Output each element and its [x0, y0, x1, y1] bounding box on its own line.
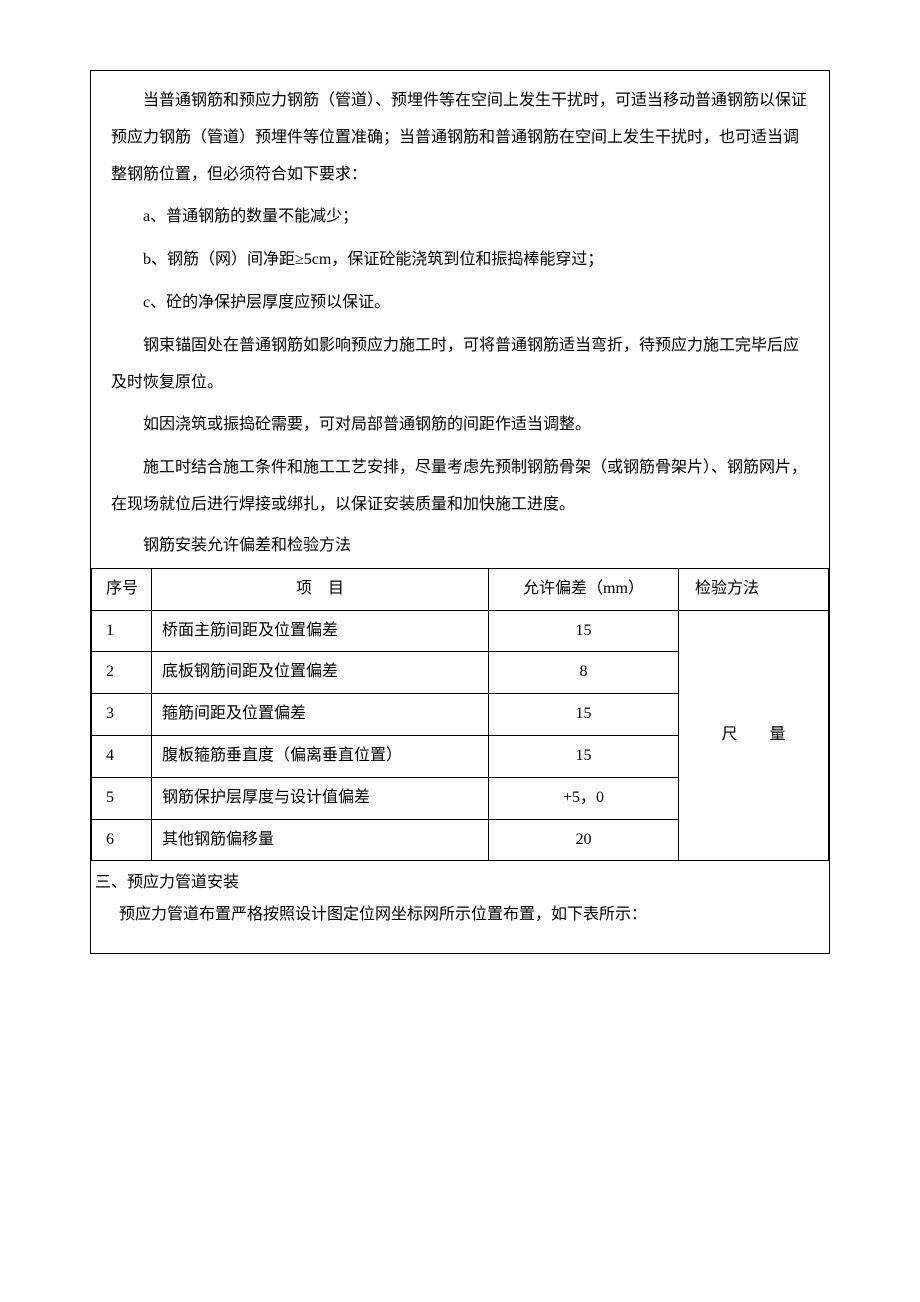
cell-seq: 1 [92, 610, 152, 652]
cell-deviation: 15 [489, 735, 679, 777]
cell-deviation: 20 [489, 819, 679, 861]
cell-method-merged: 尺 量 [679, 610, 829, 861]
header-seq: 序号 [92, 568, 152, 610]
cell-item: 钢筋保护层厚度与设计值偏差 [152, 777, 489, 819]
paragraph-1: 当普通钢筋和预应力钢筋（管道）、预埋件等在空间上发生干扰时，可适当移动普通钢筋以… [111, 83, 809, 193]
cell-item: 底板钢筋间距及位置偏差 [152, 652, 489, 694]
item-b: b、钢筋（网）间净距≥5cm，保证砼能浇筑到位和振捣棒能穿过； [111, 242, 809, 279]
cell-seq: 6 [92, 819, 152, 861]
content-area: 当普通钢筋和预应力钢筋（管道）、预埋件等在空间上发生干扰时，可适当移动普通钢筋以… [91, 83, 829, 562]
cell-seq: 4 [92, 735, 152, 777]
paragraph-2: 钢束锚固处在普通钢筋如影响预应力施工时，可将普通钢筋适当弯折，待预应力施工完毕后… [111, 328, 809, 402]
cell-seq: 3 [92, 694, 152, 736]
item-c: c、砼的净保护层厚度应预以保证。 [111, 285, 809, 322]
cell-item: 箍筋间距及位置偏差 [152, 694, 489, 736]
section-3-text: 预应力管道布置严格按照设计图定位网坐标网所示位置布置，如下表所示： [91, 899, 829, 953]
cell-item: 桥面主筋间距及位置偏差 [152, 610, 489, 652]
cell-seq: 5 [92, 777, 152, 819]
table-title: 钢筋安装允许偏差和检验方法 [111, 530, 809, 562]
cell-deviation: 15 [489, 610, 679, 652]
paragraph-3: 如因浇筑或振捣砼需要，可对局部普通钢筋的间距作适当调整。 [111, 407, 809, 444]
tolerance-table: 序号 项 目 允许偏差（mm） 检验方法 1 桥面主筋间距及位置偏差 15 尺 … [91, 568, 829, 862]
item-a: a、普通钢筋的数量不能减少； [111, 199, 809, 236]
paragraph-4: 施工时结合施工条件和施工工艺安排，尽量考虑先预制钢筋骨架（或钢筋骨架片）、钢筋网… [111, 450, 809, 524]
table-row: 1 桥面主筋间距及位置偏差 15 尺 量 [92, 610, 829, 652]
header-method: 检验方法 [679, 568, 829, 610]
cell-item: 腹板箍筋垂直度（偏离垂直位置） [152, 735, 489, 777]
cell-deviation: +5，0 [489, 777, 679, 819]
document-frame: 当普通钢筋和预应力钢筋（管道）、预埋件等在空间上发生干扰时，可适当移动普通钢筋以… [90, 70, 830, 954]
header-deviation: 允许偏差（mm） [489, 568, 679, 610]
section-3-heading: 三、预应力管道安装 [91, 861, 829, 899]
cell-deviation: 8 [489, 652, 679, 694]
cell-deviation: 15 [489, 694, 679, 736]
header-item: 项 目 [152, 568, 489, 610]
table-header-row: 序号 项 目 允许偏差（mm） 检验方法 [92, 568, 829, 610]
cell-item: 其他钢筋偏移量 [152, 819, 489, 861]
cell-seq: 2 [92, 652, 152, 694]
